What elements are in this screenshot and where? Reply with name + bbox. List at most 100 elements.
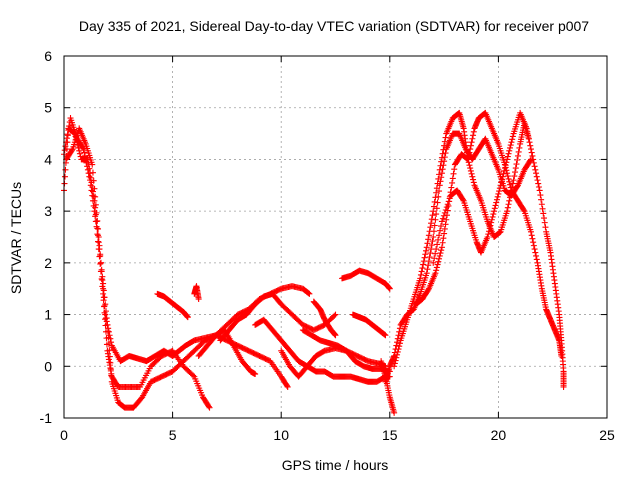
- data-point: [396, 343, 403, 350]
- data-point: [431, 255, 438, 262]
- data-point: [391, 360, 398, 367]
- data-point: [514, 152, 521, 159]
- data-point: [528, 232, 535, 239]
- data-point: [442, 206, 449, 213]
- data-point: [530, 242, 537, 249]
- data-point: [252, 371, 259, 378]
- data-point: [417, 271, 424, 278]
- data-point: [512, 169, 519, 176]
- data-point: [503, 159, 510, 166]
- data-point: [527, 228, 534, 235]
- data-point: [526, 139, 533, 146]
- series-trace-d: [154, 290, 191, 321]
- data-point: [436, 171, 443, 178]
- data-point: [101, 302, 108, 309]
- data-point: [434, 180, 441, 187]
- data-point: [496, 229, 503, 236]
- series-trace-q: [412, 109, 565, 359]
- data-point: [106, 332, 113, 339]
- data-point: [509, 180, 516, 187]
- data-point: [464, 155, 471, 162]
- data-point: [306, 290, 313, 297]
- data-point: [535, 184, 542, 191]
- data-point: [89, 188, 96, 195]
- data-point: [436, 255, 443, 262]
- data-point: [432, 194, 439, 201]
- data-point: [93, 209, 100, 216]
- data-point: [87, 182, 94, 189]
- data-point: [465, 159, 472, 166]
- data-point: [95, 238, 102, 245]
- data-point: [493, 199, 500, 206]
- data-point: [423, 247, 429, 254]
- data-point: [92, 218, 99, 225]
- data-point: [430, 259, 437, 266]
- data-point: [95, 225, 102, 232]
- data-point: [393, 354, 400, 361]
- data-point: [436, 166, 443, 173]
- data-point: [66, 123, 73, 130]
- data-point: [492, 202, 499, 209]
- data-point: [89, 161, 96, 168]
- data-point: [103, 341, 110, 348]
- data-point: [105, 328, 112, 335]
- data-point: [560, 383, 567, 390]
- data-point: [104, 321, 111, 328]
- data-point: [435, 175, 442, 182]
- data-point: [496, 185, 503, 192]
- data-point: [392, 357, 399, 364]
- data-point: [420, 261, 427, 268]
- data-point: [433, 267, 440, 274]
- data-point: [432, 250, 439, 257]
- data-point: [433, 211, 440, 218]
- data-point: [425, 236, 432, 243]
- data-point: [80, 146, 87, 153]
- data-point: [504, 173, 511, 180]
- data-point: [459, 196, 466, 203]
- data-point: [332, 332, 339, 339]
- data-point: [430, 234, 437, 240]
- data-point: [467, 167, 474, 174]
- data-point: [529, 152, 536, 159]
- data-series: [61, 109, 567, 416]
- data-point: [466, 162, 473, 169]
- series-trace-p: [391, 109, 532, 370]
- data-point: [195, 296, 202, 303]
- data-point: [95, 234, 102, 240]
- data-point: [105, 325, 112, 332]
- data-point: [438, 218, 445, 225]
- data-point: [502, 162, 509, 169]
- data-point: [438, 247, 445, 254]
- data-point: [469, 173, 476, 180]
- data-point: [469, 135, 476, 142]
- data-point: [470, 176, 477, 183]
- data-point: [90, 193, 97, 200]
- data-point: [509, 133, 516, 140]
- data-point: [488, 219, 495, 226]
- data-point: [438, 154, 445, 161]
- data-point: [381, 331, 388, 338]
- data-point: [527, 157, 534, 164]
- data-point: [422, 251, 429, 258]
- data-point: [431, 198, 438, 205]
- data-point: [434, 261, 441, 268]
- data-point: [89, 197, 96, 204]
- data-point: [533, 170, 540, 177]
- data-point: [97, 251, 104, 258]
- data-point: [533, 252, 540, 259]
- data-point: [525, 135, 532, 142]
- data-point: [501, 165, 508, 172]
- y-tick-label: -1: [40, 410, 53, 426]
- data-point: [533, 256, 540, 263]
- data-point: [426, 254, 433, 261]
- data-point: [520, 206, 527, 213]
- data-point: [89, 192, 96, 199]
- y-tick-label: 4: [44, 151, 52, 167]
- data-point: [541, 219, 548, 226]
- data-point: [395, 332, 402, 339]
- data-point: [491, 208, 498, 215]
- data-point: [100, 290, 107, 297]
- data-point: [419, 265, 426, 272]
- data-point: [443, 216, 450, 223]
